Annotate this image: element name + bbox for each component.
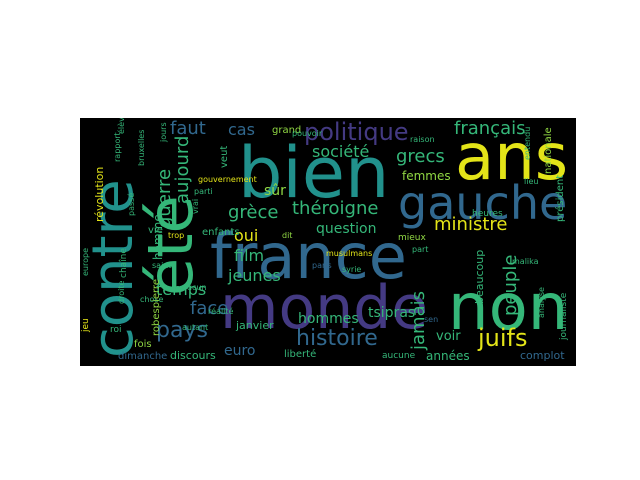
word-robespierre: robespierre <box>151 279 162 336</box>
word-janvier: janvier <box>236 319 274 332</box>
word-journaliste: journaliste <box>559 292 569 340</box>
word-liberte: liberté <box>284 349 317 360</box>
word-pays: pays <box>156 318 208 343</box>
word-analyse: analyse <box>537 287 546 318</box>
word-hommes: hommes <box>298 311 359 327</box>
word-veut: veut <box>219 145 230 168</box>
word-discours: discours <box>170 349 216 362</box>
word-bruxelles: bruxelles <box>137 129 146 166</box>
word-malika: malika <box>512 257 539 266</box>
word-revolution: révolution <box>93 166 106 222</box>
word-jamais: jamais <box>408 291 429 350</box>
word-roi: roi <box>110 325 122 335</box>
word-raison: raison <box>410 135 435 144</box>
word-voir: voir <box>436 329 461 344</box>
word-france: france <box>210 220 407 293</box>
word-annees: années <box>426 349 470 363</box>
word-histoire: histoire <box>296 326 378 351</box>
word-femmes: femmes <box>402 169 451 183</box>
word-fois: fois <box>134 339 152 350</box>
word-rapport: rapport <box>113 132 122 162</box>
word-bien: bien <box>238 132 390 214</box>
word-part: part <box>412 245 429 254</box>
word-sur: sûr <box>264 183 286 199</box>
word-francais: français <box>454 118 526 139</box>
word-politique: politique <box>304 118 409 146</box>
word-jeu: jeu <box>81 318 91 332</box>
word-juifs: juifs <box>478 324 528 352</box>
word-saint: saint <box>152 261 172 270</box>
word-jours: jours <box>159 122 168 142</box>
word-faut: faut <box>170 118 206 139</box>
word-oui: oui <box>234 226 259 245</box>
word-vie: vie <box>148 225 163 236</box>
word-trop: trop <box>168 231 185 240</box>
word-non: non <box>448 271 569 345</box>
word-cloud: france monde bien ans non gauche contre … <box>80 118 576 366</box>
word-europe: europe <box>81 248 90 276</box>
word-ans: ans <box>455 121 569 195</box>
word-jeunes: jeunes <box>228 266 281 285</box>
word-euro: euro <box>224 343 256 359</box>
word-nationale: nationale <box>543 127 554 174</box>
word-beaucoup: beaucoup <box>473 249 486 304</box>
word-vrai: vrai <box>191 198 200 214</box>
word-paris: paris <box>312 261 332 270</box>
word-pouvoir: pouvoir <box>292 129 323 138</box>
word-aucune: aucune <box>382 351 416 361</box>
word-aujourd: aujourd <box>172 135 193 204</box>
word-peuple: peuple <box>500 254 521 316</box>
word-temps: temps <box>156 280 207 299</box>
word-enfants: enfants <box>202 227 240 238</box>
word-chose: chose <box>140 295 164 304</box>
word-complot: complot <box>520 349 565 362</box>
word-aucun: aucun <box>182 283 207 292</box>
word-monde: monde <box>220 273 429 343</box>
word-grand: grand <box>272 125 302 136</box>
word-homme: homme <box>151 214 165 260</box>
word-societe: société <box>312 142 370 161</box>
word-heures: heures <box>472 209 503 219</box>
word-president: président <box>555 174 566 222</box>
word-gouvernement: gouvernement <box>198 175 257 184</box>
word-passe: passé <box>127 192 136 216</box>
word-eleves: élèves <box>117 118 126 134</box>
word-parti: parti <box>194 187 213 196</box>
word-autant: autant <box>182 323 209 332</box>
word-syrie: syrie <box>342 265 362 274</box>
word-musulmans: musulmans <box>326 249 373 258</box>
word-entendu: entendu <box>523 126 532 160</box>
word-gauche: gauche <box>398 176 568 230</box>
word-sen: sen <box>424 315 439 324</box>
word-grecs: grecs <box>396 146 445 167</box>
word-cas: cas <box>228 120 255 139</box>
word-chaine: chaîne <box>119 248 129 278</box>
word-face: face <box>190 298 229 319</box>
word-theroigne: théroigne <box>292 198 379 219</box>
word-mieux: mieux <box>398 233 426 243</box>
word-dimanche: dimanche <box>118 351 168 362</box>
word-droite: droite <box>117 280 126 304</box>
word-tsipras: tsipras <box>368 305 416 321</box>
word-film: film <box>234 246 265 265</box>
word-grece: grèce <box>228 202 279 223</box>
word-lieu: lieu <box>524 177 539 186</box>
word-question: question <box>316 221 377 237</box>
word-dit: dit <box>282 231 293 240</box>
word-realite: réalité <box>208 307 234 316</box>
word-ministre: ministre <box>434 214 508 235</box>
